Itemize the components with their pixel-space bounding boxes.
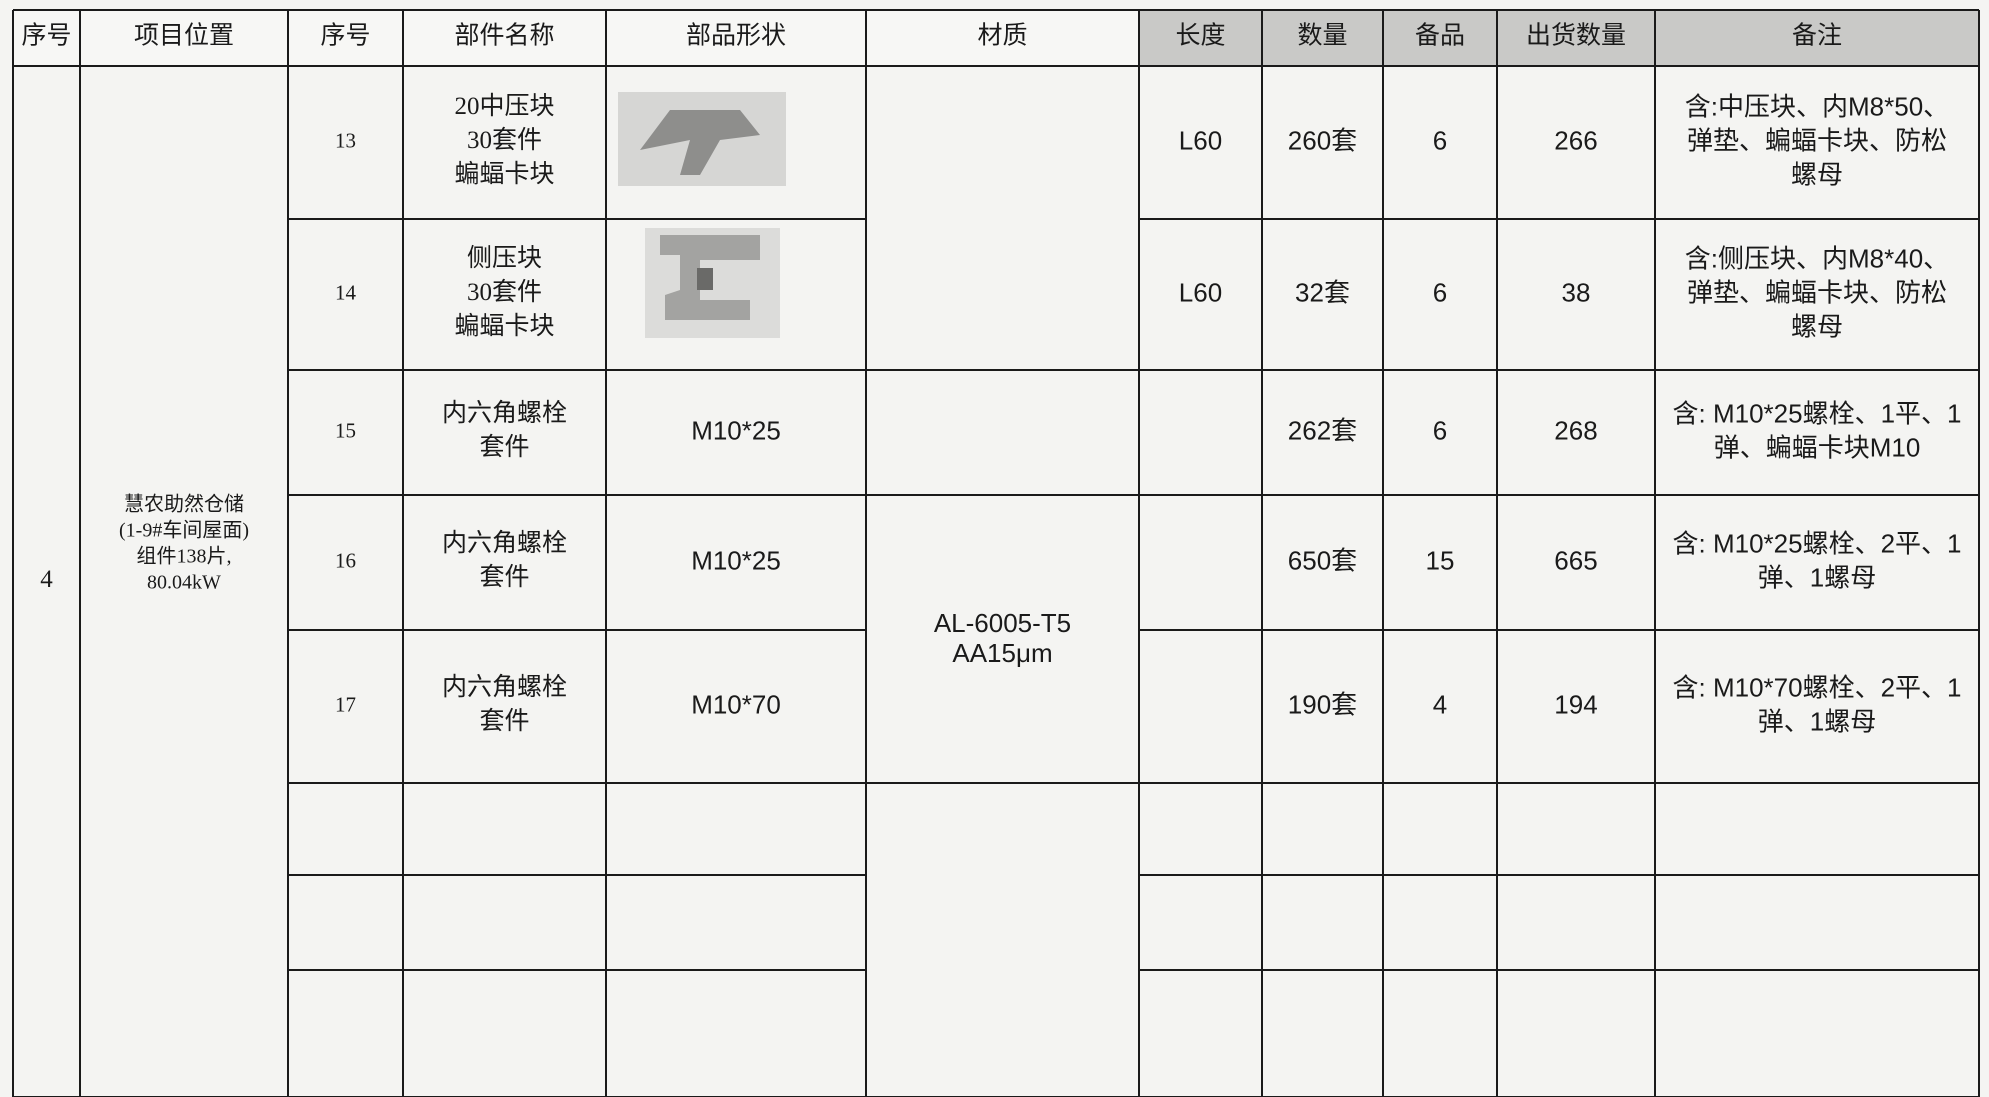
item-no: 16 [335,548,356,572]
part-name: 套件 [479,433,529,461]
spare: 4 [1433,689,1447,719]
item-no: 13 [335,128,356,152]
quantity: 262套 [1288,415,1357,445]
column-header: 数量 [1297,22,1347,50]
spare: 6 [1433,125,1447,155]
quantity: 190套 [1288,689,1357,719]
column-header: 序号 [320,22,370,50]
note: 弹、1螺母 [1758,706,1876,736]
column-header: 部品形状 [686,22,786,50]
quantity: 650套 [1288,545,1357,575]
length: L60 [1179,125,1222,155]
part-name: 蝙蝠卡块 [454,312,554,340]
spare: 6 [1433,277,1447,307]
part-name: 内六角螺栓 [442,399,567,427]
part-name: 套件 [479,707,529,735]
quantity: 260套 [1288,125,1357,155]
part-shape: M10*25 [691,415,781,445]
part-name: 套件 [479,563,529,591]
column-header: 出货数量 [1526,22,1626,50]
ship-quantity: 38 [1562,277,1591,307]
part-image [618,92,786,338]
note: 含: M10*70螺栓、2平、1 [1673,672,1962,702]
group-no: 4 [40,566,53,593]
part-shape: M10*25 [691,545,781,575]
column-header: 长度 [1175,22,1225,50]
header-bg [13,10,1139,66]
note: 含: M10*25螺栓、1平、1 [1673,398,1962,428]
note: 弹、蝙蝠卡块M10 [1714,432,1921,462]
quantity: 32套 [1295,277,1350,307]
item-no: 14 [335,280,357,304]
part-name: 侧压块 [467,244,542,272]
part-name: 内六角螺栓 [442,673,567,701]
header-shade [1139,10,1979,66]
spare: 6 [1433,415,1447,445]
location: (1-9#车间屋面) [119,519,249,542]
note: 含:中压块、内M8*50、 [1685,91,1949,121]
note: 螺母 [1791,311,1843,341]
ship-quantity: 665 [1554,545,1597,575]
item-no: 17 [335,692,356,716]
note: 螺母 [1791,159,1843,189]
part-name: 30套件 [467,278,542,306]
location: 80.04kW [147,572,221,594]
note: 弹垫、蝙蝠卡块、防松 [1687,125,1947,155]
material: AL-6005-T5 [934,608,1071,638]
column-header: 材质 [977,22,1027,50]
column-header: 序号 [21,22,71,50]
part-name: 蝙蝠卡块 [454,160,554,188]
spare: 15 [1426,545,1455,575]
location: 组件138片, [137,545,232,568]
note: 弹、1螺母 [1758,562,1876,592]
note: 含:侧压块、内M8*40、 [1685,243,1949,273]
part-shape: M10*70 [691,689,781,719]
part-name: 30套件 [467,126,542,154]
material: AA15μm [952,638,1052,668]
ship-quantity: 268 [1554,415,1597,445]
part-name: 内六角螺栓 [442,529,567,557]
item-no: 15 [335,418,356,442]
ship-quantity: 194 [1554,689,1597,719]
column-header: 部件名称 [454,22,554,50]
column-header: 备品 [1415,22,1465,50]
column-header: 备注 [1792,22,1842,50]
ship-quantity: 266 [1554,125,1597,155]
note: 弹垫、蝙蝠卡块、防松 [1687,277,1947,307]
note: 含: M10*25螺栓、2平、1 [1673,528,1962,558]
column-header: 项目位置 [134,22,234,50]
part-name: 20中压块 [454,92,554,120]
length: L60 [1179,277,1222,307]
location: 慧农助然仓储 [124,493,244,516]
